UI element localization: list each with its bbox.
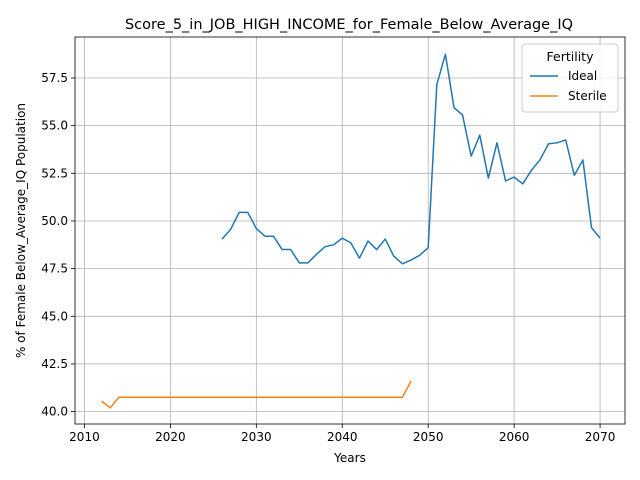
x-tick-label: 2070: [585, 430, 616, 444]
legend-label-ideal: Ideal: [568, 69, 597, 83]
x-axis-ticks: 2010 2020 2030 2040 2050 2060 2070: [69, 424, 615, 444]
y-tick-label: 55.0: [41, 119, 68, 133]
x-tick-label: 2050: [413, 430, 444, 444]
y-tick-label: 52.5: [41, 166, 68, 180]
y-tick-label: 47.5: [41, 262, 68, 276]
y-axis-ticks: 40.0 42.5 45.0 47.5 50.0 52.5 55.0 57.5: [41, 71, 75, 419]
y-axis-label: % of Female Below_Average_IQ Population: [14, 103, 28, 358]
y-tick-label: 57.5: [41, 71, 68, 85]
x-tick-label: 2030: [241, 430, 272, 444]
legend: Fertility Ideal Sterile: [522, 44, 618, 112]
x-tick-label: 2040: [327, 430, 358, 444]
y-tick-label: 50.0: [41, 214, 68, 228]
x-tick-label: 2060: [499, 430, 530, 444]
chart-title: Score_5_in_JOB_HIGH_INCOME_for_Female_Be…: [125, 17, 573, 33]
y-tick-label: 42.5: [41, 357, 68, 371]
y-tick-label: 45.0: [41, 309, 68, 323]
x-tick-label: 2020: [155, 430, 186, 444]
legend-label-sterile: Sterile: [568, 89, 607, 103]
y-tick-label: 40.0: [41, 405, 68, 419]
x-axis-label: Years: [333, 451, 366, 465]
legend-title: Fertility: [547, 49, 595, 64]
x-tick-label: 2010: [69, 430, 100, 444]
